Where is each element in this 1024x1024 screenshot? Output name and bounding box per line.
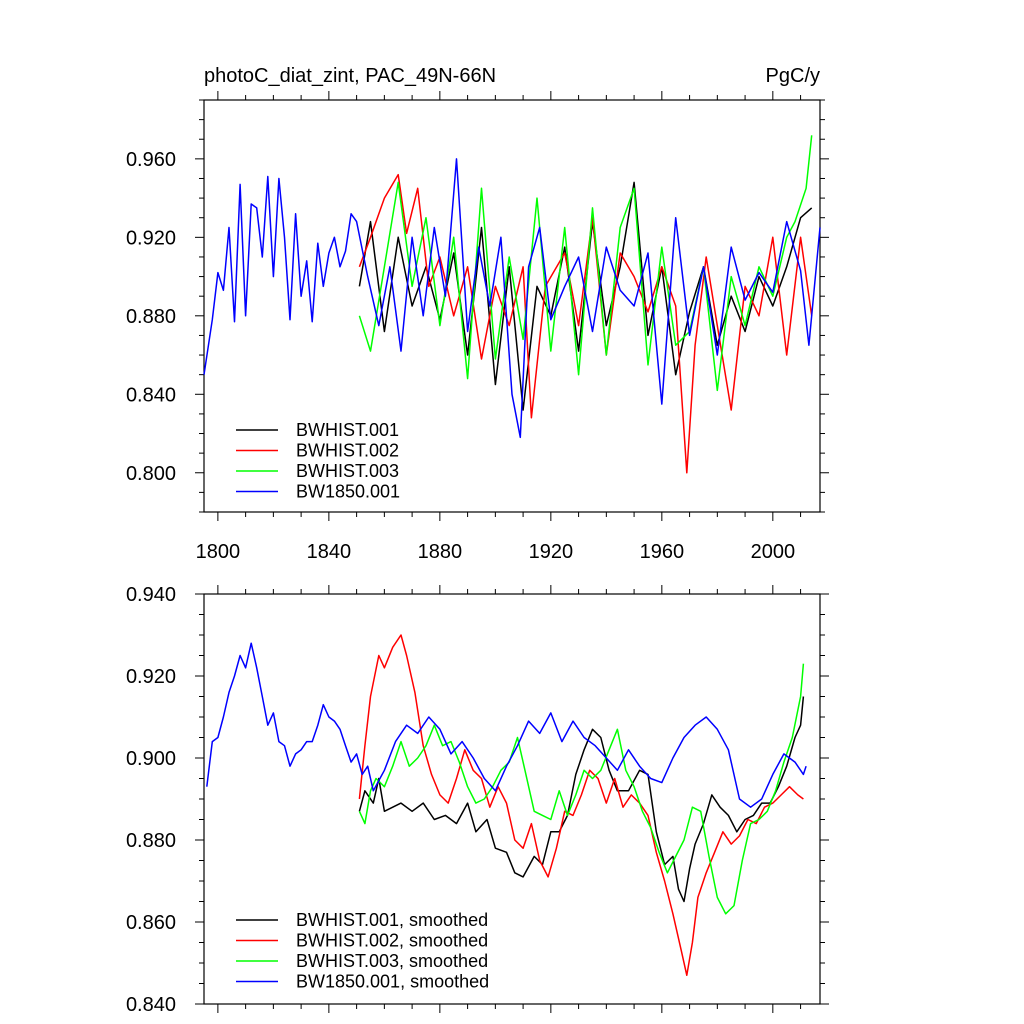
top-axis-ticks: 0.800 0.840 0.880 0.920 0.960 1800 1840 1880 192… [126,91,829,563]
bottom-plot-frame [203,593,821,1005]
top-xtick-label: 1840 [307,541,352,563]
bottom-legend-label: BW1850.001, smoothed [296,972,489,992]
top-legend-label: BW1850.001 [296,482,400,502]
top-ytick-label: 0.840 [126,384,176,406]
bottom-ytick-label: 0.860 [126,912,176,934]
bottom-axis-ticks: 0.840 0.860 0.880 0.900 0.920 0.940 [126,584,829,1016]
top-legend-label: BWHIST.002 [296,441,399,461]
bottom-series-line-2 [358,634,804,977]
bottom-ytick-label: 0.900 [126,748,176,770]
top-series-line-2 [358,173,813,474]
top-xtick-label: 1920 [529,541,574,563]
top-xtick-label: 2000 [751,541,796,563]
bottom-series-lines [206,634,807,977]
units-label: PgC/y [766,65,820,87]
bottom-legend-label: BWHIST.003, smoothed [296,951,488,971]
chart-panel-bottom: 0.840 0.860 0.880 0.900 0.920 0.940 BWHIST.00… [126,584,829,1016]
bottom-legend-label: BWHIST.002, smoothed [296,931,488,951]
top-xtick-label: 1960 [640,541,685,563]
bottom-series-line-3 [358,663,805,915]
top-ytick-label: 0.880 [126,306,176,328]
top-ytick-label: 0.920 [126,227,176,249]
top-series-line-4 [203,158,821,439]
bottom-ytick-label: 0.840 [126,994,176,1016]
bottom-ytick-label: 0.880 [126,830,176,852]
bottom-series-line-1 [358,696,805,903]
top-legend-label: BWHIST.001 [296,420,399,440]
chart-title: photoC_diat_zint, PAC_49N-66N [204,65,496,87]
top-plot-frame [203,99,821,513]
bottom-series-line-4 [206,642,807,808]
top-xtick-label: 1880 [418,541,463,563]
top-series-line-3 [358,135,813,392]
bottom-legend-label: BWHIST.001, smoothed [296,910,488,930]
chart-panel-top: photoC_diat_zint, PAC_49N-66N PgC/y 0.80… [126,65,829,563]
top-xtick-label: 1800 [196,541,241,563]
top-ytick-label: 0.800 [126,463,176,485]
bottom-ytick-label: 0.920 [126,666,176,688]
top-series-lines [203,135,821,474]
bottom-ytick-label: 0.940 [126,584,176,606]
top-ytick-label: 0.960 [126,149,176,171]
top-legend-label: BWHIST.003 [296,461,399,481]
